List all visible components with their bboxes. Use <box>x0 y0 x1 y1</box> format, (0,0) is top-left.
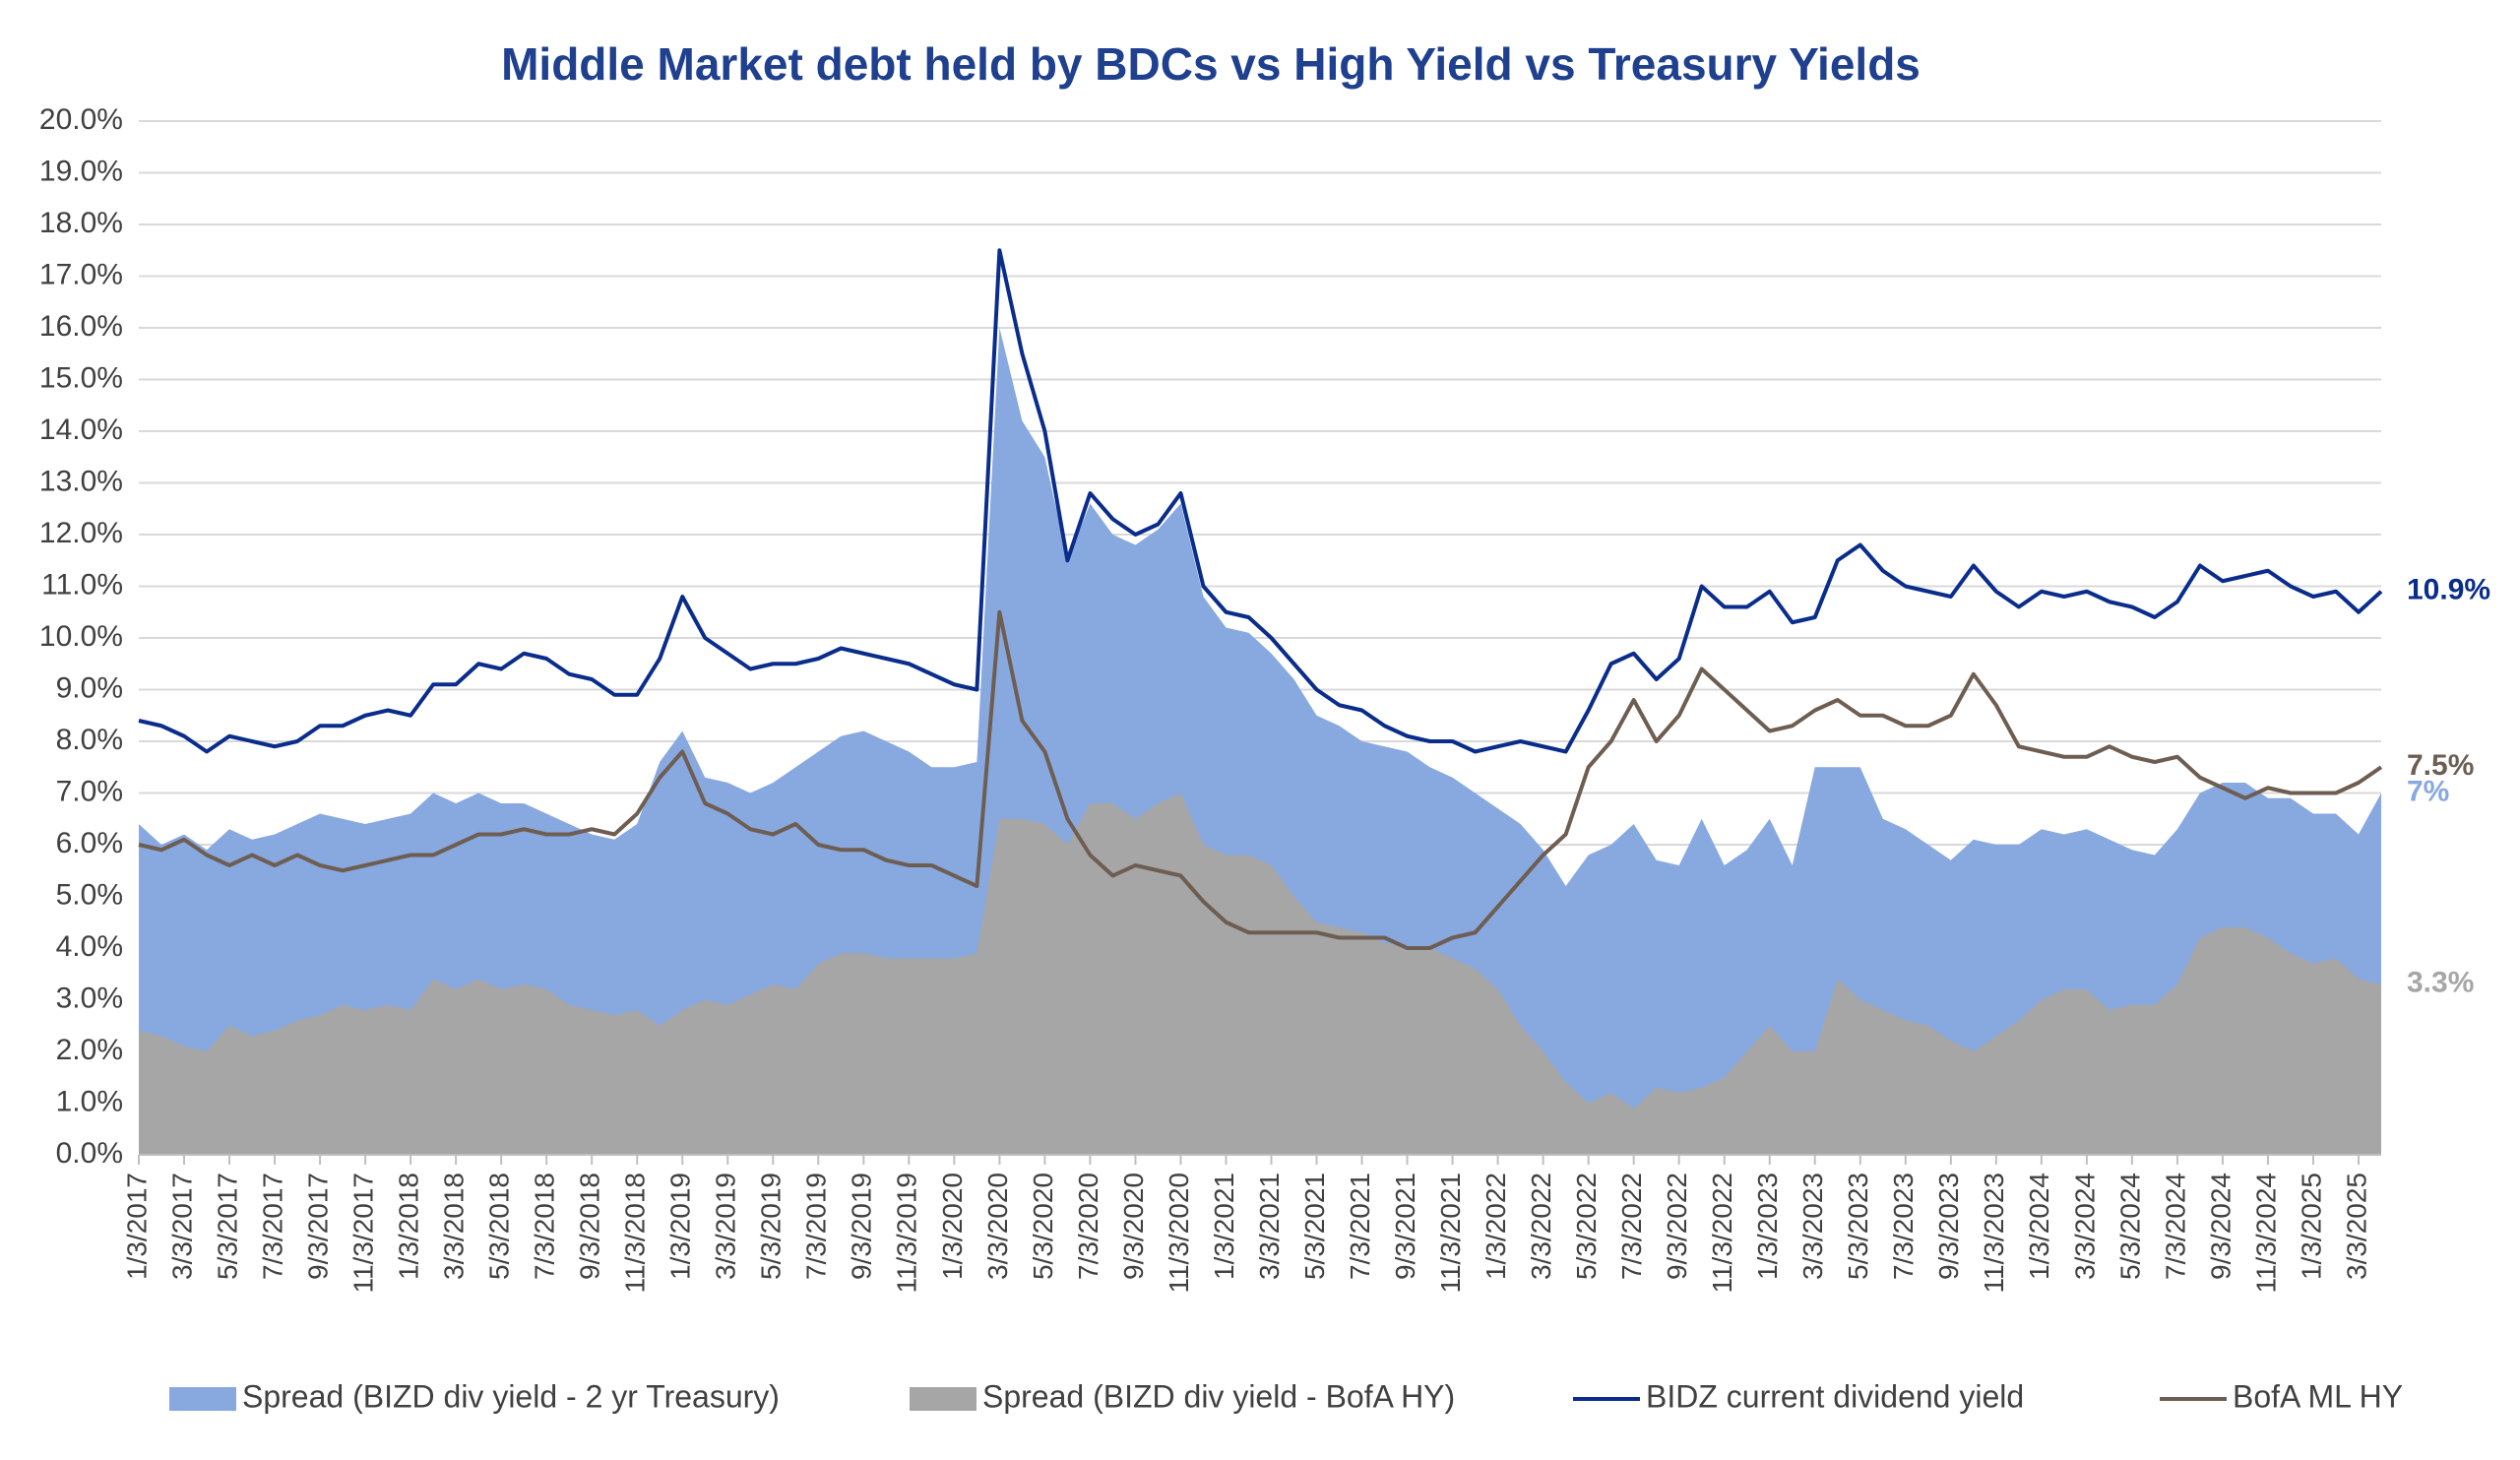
legend-label: BofA ML HY <box>2233 1378 2403 1414</box>
x-tick-label: 7/3/2023 <box>1888 1173 1919 1280</box>
area <box>139 328 2381 1155</box>
y-tick-label: 10.0% <box>39 620 123 653</box>
chart-title: Middle Market debt held by BDCs vs High … <box>501 38 1921 90</box>
x-tick-label: 5/3/2018 <box>484 1173 515 1280</box>
x-tick-label: 5/3/2019 <box>756 1173 787 1280</box>
x-tick-label: 5/3/2017 <box>212 1173 242 1280</box>
x-tick-label: 9/3/2017 <box>302 1173 333 1280</box>
y-tick-label: 1.0% <box>56 1085 123 1117</box>
x-tick-label: 9/3/2021 <box>1390 1173 1420 1280</box>
x-tick-label: 5/3/2024 <box>2114 1173 2145 1280</box>
x-tick-label: 1/3/2020 <box>937 1173 968 1280</box>
x-tick-label: 1/3/2022 <box>1480 1173 1511 1280</box>
x-tick-label: 5/3/2021 <box>1299 1173 1330 1280</box>
legend-swatch <box>910 1387 976 1411</box>
legend-label: Spread (BIZD div yield - 2 yr Treasury) <box>242 1378 780 1414</box>
x-tick-label: 9/3/2020 <box>1118 1173 1149 1280</box>
x-tick-label: 11/3/2022 <box>1707 1173 1737 1294</box>
line <box>138 609 2383 950</box>
legend-swatch <box>169 1387 236 1411</box>
x-tick-label: 3/3/2024 <box>2069 1173 2100 1280</box>
y-tick-label: 4.0% <box>56 930 123 963</box>
end-label: 7.5% <box>2407 749 2474 782</box>
y-tick-label: 11.0% <box>41 568 123 601</box>
x-tick-label: 7/3/2017 <box>257 1173 287 1280</box>
x-tick-label: 9/3/2022 <box>1662 1173 1692 1280</box>
y-tick-label: 17.0% <box>39 258 123 290</box>
x-tick-label: 1/3/2021 <box>1209 1173 1239 1280</box>
x-tick-label: 5/3/2020 <box>1028 1173 1058 1280</box>
y-tick-label: 0.0% <box>56 1137 123 1170</box>
x-tick-label: 1/3/2023 <box>1752 1173 1783 1280</box>
y-tick-label: 14.0% <box>39 413 123 446</box>
y-tick-label: 13.0% <box>39 465 123 497</box>
x-tick-label: 9/3/2023 <box>1933 1173 1964 1280</box>
y-tick-label: 7.0% <box>56 775 123 807</box>
x-tick-label: 7/3/2020 <box>1073 1173 1103 1280</box>
x-tick-label: 11/3/2017 <box>347 1173 378 1294</box>
x-tick-label: 3/3/2020 <box>982 1173 1013 1280</box>
x-tick-label: 3/3/2025 <box>2341 1173 2371 1280</box>
y-tick-label: 18.0% <box>39 207 123 239</box>
x-tick-label: 11/3/2021 <box>1435 1173 1466 1294</box>
x-tick-label: 1/3/2018 <box>394 1173 424 1280</box>
x-tick-label: 9/3/2019 <box>847 1173 877 1280</box>
x-tick-label: 11/3/2024 <box>2250 1173 2281 1294</box>
x-tick-label: 3/3/2022 <box>1526 1173 1556 1280</box>
x-tick-label: 11/3/2019 <box>892 1173 922 1294</box>
x-tick-label: 7/3/2024 <box>2160 1173 2190 1280</box>
x-tick-label: 1/3/2019 <box>665 1173 696 1280</box>
line <box>138 248 2383 754</box>
y-tick-label: 5.0% <box>56 878 123 911</box>
end-label: 3.3% <box>2407 967 2474 999</box>
legend-item: Spread (BIZD div yield - BofA HY) <box>910 1378 1455 1414</box>
x-tick-label: 5/3/2023 <box>1843 1173 1873 1280</box>
x-tick-label: 11/3/2020 <box>1164 1173 1194 1294</box>
y-tick-label: 8.0% <box>56 724 123 756</box>
x-tick-label: 1/3/2024 <box>2024 1173 2054 1280</box>
x-tick-label: 1/3/2025 <box>2296 1173 2326 1280</box>
legend-label: BIDZ current dividend yield <box>1646 1378 2024 1414</box>
x-tick-label: 7/3/2021 <box>1345 1173 1375 1280</box>
x-tick-label: 3/3/2021 <box>1254 1173 1285 1280</box>
y-tick-label: 19.0% <box>39 155 123 187</box>
y-tick-label: 15.0% <box>39 361 123 394</box>
y-tick-label: 9.0% <box>56 671 123 704</box>
x-tick-label: 3/3/2017 <box>166 1173 197 1280</box>
end-label: 7% <box>2407 775 2449 807</box>
x-tick-label: 1/3/2017 <box>121 1173 152 1280</box>
x-tick-label: 3/3/2023 <box>1797 1173 1828 1280</box>
y-tick-label: 12.0% <box>39 517 123 549</box>
legend-label: Spread (BIZD div yield - BofA HY) <box>982 1378 1455 1414</box>
legend-item: BIDZ current dividend yield <box>1573 1378 2024 1414</box>
x-tick-label: 5/3/2022 <box>1571 1173 1602 1280</box>
x-tick-label: 9/3/2024 <box>2205 1173 2236 1280</box>
y-tick-label: 2.0% <box>56 1034 123 1066</box>
x-tick-label: 3/3/2019 <box>711 1173 741 1280</box>
y-tick-label: 3.0% <box>56 982 123 1014</box>
area <box>139 793 2381 1155</box>
x-tick-label: 11/3/2023 <box>1979 1173 2009 1294</box>
x-tick-label: 3/3/2018 <box>439 1173 470 1280</box>
y-tick-label: 20.0% <box>39 103 123 136</box>
x-tick-label: 9/3/2018 <box>575 1173 605 1280</box>
x-tick-label: 11/3/2018 <box>620 1173 651 1294</box>
x-tick-label: 7/3/2019 <box>801 1173 832 1280</box>
legend-item: Spread (BIZD div yield - 2 yr Treasury) <box>169 1378 780 1414</box>
y-tick-label: 6.0% <box>56 827 123 859</box>
y-tick-label: 16.0% <box>39 310 123 343</box>
x-tick-label: 7/3/2018 <box>530 1173 560 1280</box>
legend-item: BofA ML HY <box>2160 1378 2403 1414</box>
x-tick-label: 7/3/2022 <box>1616 1173 1647 1280</box>
end-label: 10.9% <box>2407 574 2490 606</box>
